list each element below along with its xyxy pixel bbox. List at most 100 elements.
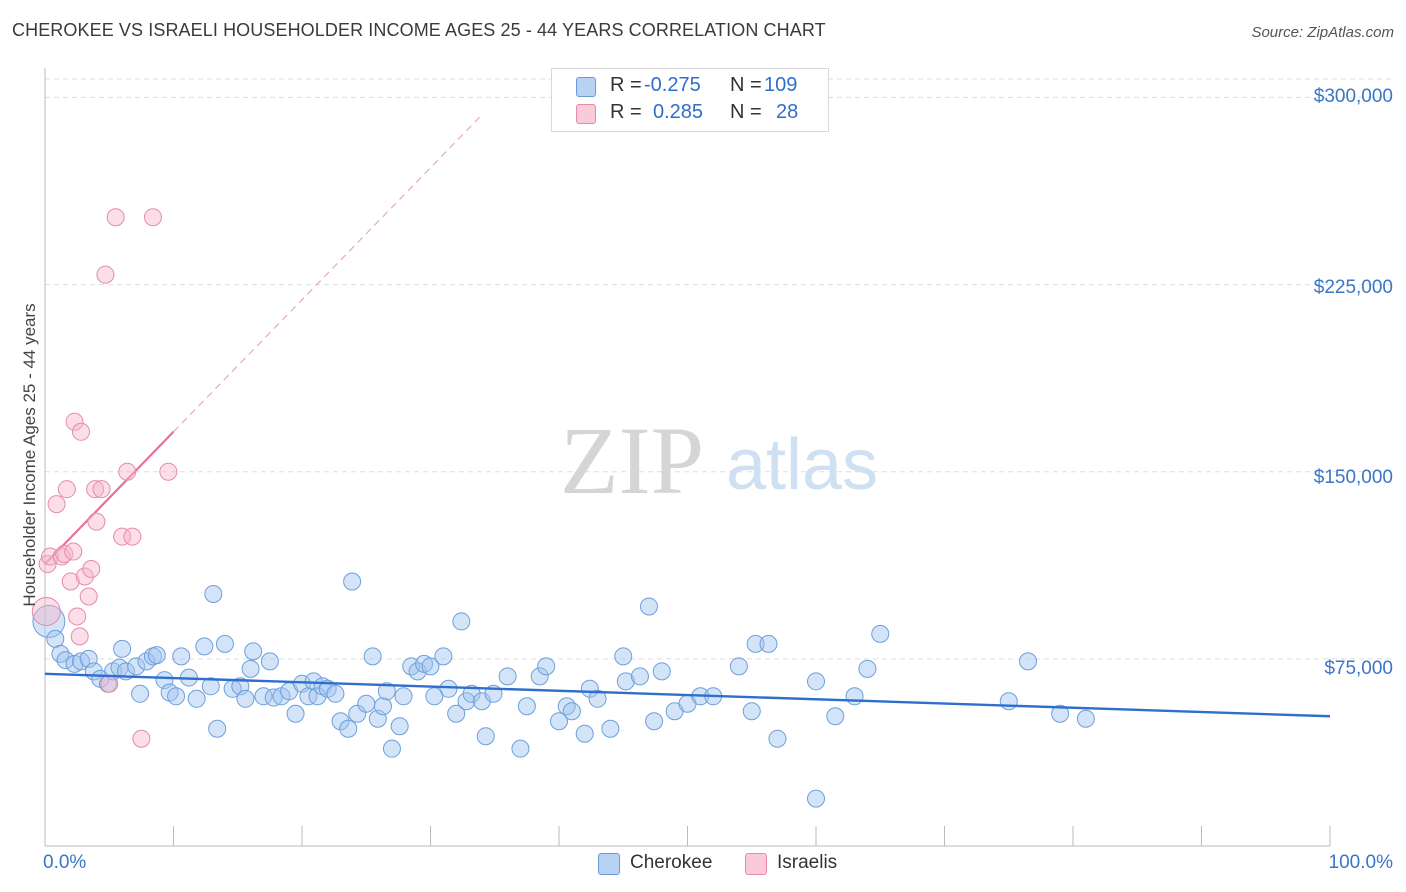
cherokee-point <box>729 657 748 676</box>
stats-legend: R = -0.275 N = 109 R = 0.285 N = 28 <box>551 68 829 132</box>
cherokee-point <box>452 612 471 631</box>
israeli-point <box>70 627 89 646</box>
cherokee-point <box>462 684 481 703</box>
r-value-israelis: 0.285 <box>653 101 704 123</box>
cherokee-point <box>439 679 458 698</box>
cherokee-point <box>46 629 65 648</box>
cherokee-point <box>639 597 658 616</box>
israelis-legend-swatch <box>745 853 767 875</box>
cherokee-point <box>390 717 409 736</box>
cherokee-point <box>394 687 413 706</box>
cherokee-point <box>1051 704 1070 723</box>
cherokee-point <box>768 729 787 748</box>
cherokee-point <box>807 789 825 808</box>
israeli-point <box>132 729 151 748</box>
y-tick-label-150000: $150,000 <box>1313 467 1393 488</box>
cherokee-point <box>339 719 358 738</box>
y-tick-label-225000: $225,000 <box>1313 277 1393 298</box>
israeli-point <box>143 208 162 227</box>
israeli-point <box>106 208 125 227</box>
cherokee-point <box>1019 652 1038 671</box>
cherokee-point <box>601 719 620 738</box>
cherokee-point <box>343 572 362 591</box>
cherokee-point <box>575 724 594 743</box>
cherokee-point <box>759 634 778 653</box>
israeli-point <box>82 560 101 579</box>
y-tick-label-300000: $300,000 <box>1313 86 1393 107</box>
israeli-point <box>64 542 83 561</box>
israeli-point <box>65 412 84 431</box>
cherokee-point <box>244 642 263 661</box>
cherokee-point <box>331 712 350 731</box>
israeli-point <box>118 462 137 481</box>
legend-label-cherokee: Cherokee <box>630 852 713 873</box>
n-label: N = <box>730 101 762 123</box>
cherokee-point <box>195 637 214 656</box>
r-value-cherokee: -0.275 <box>644 74 701 96</box>
cherokee-point <box>630 667 649 686</box>
israeli-trend-layer <box>44 114 483 565</box>
cherokee-point <box>807 672 825 691</box>
cherokee-point <box>537 657 556 676</box>
cherokee-point <box>645 712 664 731</box>
cherokee-trend-line <box>44 672 1331 718</box>
cherokee-point <box>530 667 549 686</box>
israeli-point <box>96 265 115 284</box>
israeli-trend-extension <box>173 114 483 433</box>
cherokee-point <box>286 704 305 723</box>
cherokee-swatch <box>576 77 596 97</box>
cherokee-point <box>421 657 440 676</box>
israeli-point <box>38 555 57 574</box>
cherokee-point <box>264 688 283 707</box>
cherokee-point <box>348 704 367 723</box>
n-label: N = <box>730 74 762 96</box>
cherokee-point <box>204 584 223 603</box>
legend-label-israelis: Israelis <box>777 852 838 873</box>
cherokee-point <box>588 689 607 708</box>
cherokee-point <box>517 697 536 716</box>
x-tick-label-max: 100.0% <box>1328 852 1393 873</box>
cherokee-point <box>131 684 150 703</box>
chart-title: CHEROKEE VS ISRAELI HOUSEHOLDER INCOME A… <box>12 20 826 40</box>
cherokee-point <box>167 687 186 706</box>
cherokee-point <box>447 704 466 723</box>
cherokee-point <box>208 719 227 738</box>
israeli-point <box>47 495 66 514</box>
cherokee-point <box>550 712 568 731</box>
cherokee-legend-swatch <box>598 853 620 875</box>
cherokee-point <box>127 657 146 676</box>
cherokee-point <box>241 659 260 678</box>
cherokee-point <box>742 702 761 721</box>
israeli-point <box>113 527 132 546</box>
source-label: Source: ZipAtlas.com <box>1251 24 1394 41</box>
x-tick-label-min: 0.0% <box>43 852 87 873</box>
cherokee-point <box>614 647 633 666</box>
israeli-point <box>61 572 80 591</box>
r-label: R = <box>610 101 642 123</box>
israeli-point <box>68 607 87 626</box>
israeli-point <box>75 567 94 586</box>
cherokee-point <box>113 639 132 658</box>
israeli-point <box>123 527 142 546</box>
y-axis-label: Householder Income Ages 25 - 44 years <box>20 303 39 607</box>
cherokee-point <box>871 624 890 643</box>
cherokee-point <box>1076 709 1095 728</box>
israeli-point <box>79 587 98 606</box>
israeli-point <box>57 480 76 499</box>
y-tick-label-75000: $75,000 <box>1324 658 1393 679</box>
cherokee-point <box>616 672 635 691</box>
israeli-trend-line <box>44 431 175 565</box>
cherokee-point <box>187 689 206 708</box>
n-value-cherokee: 109 <box>764 74 798 96</box>
israeli-point <box>87 512 106 531</box>
cherokee-point <box>652 662 671 681</box>
israeli-point <box>92 480 111 499</box>
cherokee-point <box>999 692 1018 711</box>
cherokee-point <box>476 727 495 746</box>
israeli-point <box>52 547 71 566</box>
cherokee-point <box>826 707 845 726</box>
cherokee-point <box>498 667 517 686</box>
cherokee-point <box>32 604 66 638</box>
cherokee-point <box>557 697 576 716</box>
cherokee-point <box>562 702 581 721</box>
